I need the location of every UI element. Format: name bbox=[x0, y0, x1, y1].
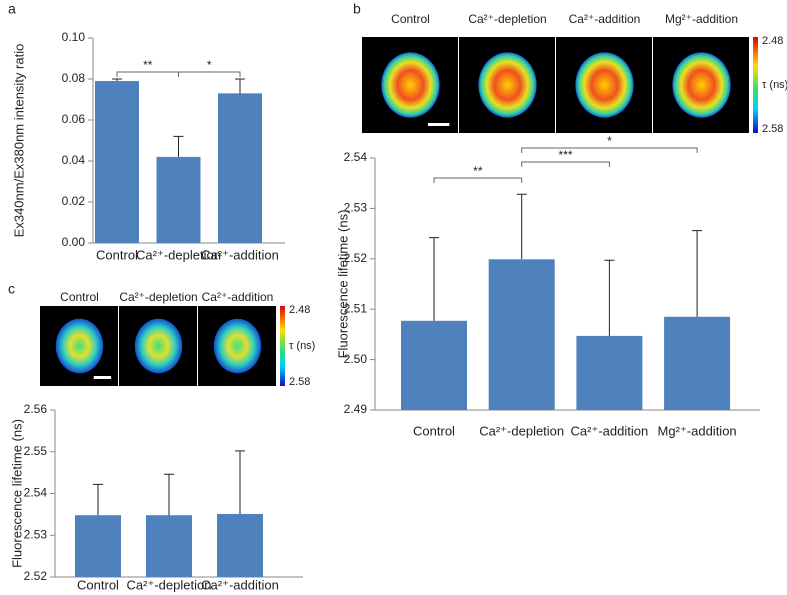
y-tick-label: 0.00 bbox=[62, 235, 86, 249]
cell bbox=[575, 52, 634, 118]
x-tick-label: Control bbox=[413, 423, 455, 438]
colorbar-label: 2.58 bbox=[762, 123, 783, 135]
image-label: Control bbox=[391, 12, 430, 26]
bar bbox=[146, 515, 192, 577]
y-tick-label: 0.02 bbox=[62, 194, 86, 208]
cell bbox=[672, 52, 731, 118]
cell bbox=[55, 318, 104, 374]
y-tick-label: 2.54 bbox=[24, 486, 48, 500]
significance-bracket bbox=[521, 147, 698, 153]
x-tick-label: Control bbox=[96, 247, 138, 262]
y-tick-label: 2.54 bbox=[344, 150, 368, 164]
significance-label: * bbox=[207, 58, 212, 72]
image-label: Ca²⁺-depletion bbox=[119, 290, 197, 304]
x-tick-label: Mg²⁺-addition bbox=[658, 423, 737, 438]
y-tick-label: 2.53 bbox=[24, 527, 48, 541]
cell bbox=[134, 318, 183, 374]
error-bar bbox=[235, 78, 245, 94]
image-label: Ca²⁺-addition bbox=[202, 290, 274, 304]
colorbar-label: 2.58 bbox=[289, 376, 310, 388]
panel-label: a bbox=[8, 1, 16, 17]
y-tick-label: 0.10 bbox=[62, 30, 86, 44]
y-tick-label: 0.08 bbox=[62, 71, 86, 85]
x-tick-label: Ca²⁺-addition bbox=[571, 423, 649, 438]
y-tick-label: 0.06 bbox=[62, 112, 86, 126]
error-bar bbox=[93, 483, 103, 516]
x-tick-label: Ca²⁺-addition bbox=[201, 577, 279, 592]
x-tick-label: Control bbox=[77, 577, 119, 592]
y-tick-label: 0.04 bbox=[62, 153, 86, 167]
colorbar-label: τ (ns) bbox=[762, 79, 787, 91]
image-label: Mg²⁺-addition bbox=[665, 12, 738, 26]
y-tick-label: 2.52 bbox=[24, 569, 48, 583]
error-bar bbox=[173, 135, 184, 157]
x-tick-label: Ca²⁺-addition bbox=[201, 247, 279, 262]
colorbar bbox=[753, 37, 758, 133]
scale-bar bbox=[427, 123, 450, 126]
significance-label: *** bbox=[559, 148, 573, 162]
bar bbox=[488, 259, 555, 410]
y-tick-label: 2.52 bbox=[344, 251, 368, 265]
bar bbox=[576, 335, 643, 410]
error-bar bbox=[516, 193, 527, 260]
bar bbox=[95, 81, 139, 243]
y-tick-label: 2.56 bbox=[24, 402, 48, 416]
y-axis-label: Ex340nm/Ex380nm intensity ratio bbox=[11, 44, 26, 238]
bar bbox=[664, 316, 731, 410]
panel-label: c bbox=[8, 281, 15, 297]
significance-bracket bbox=[521, 161, 610, 167]
y-tick-label: 2.49 bbox=[344, 402, 368, 416]
significance-label: * bbox=[607, 134, 612, 148]
y-tick-label: 2.55 bbox=[24, 444, 48, 458]
error-bar bbox=[692, 230, 703, 317]
significance-bracket bbox=[116, 71, 179, 77]
cell bbox=[478, 52, 537, 118]
significance-bracket bbox=[433, 177, 523, 183]
bar bbox=[217, 513, 263, 577]
cell bbox=[381, 52, 440, 118]
colorbar-label: 2.48 bbox=[289, 304, 310, 316]
error-bar bbox=[429, 237, 439, 321]
colorbar bbox=[280, 306, 285, 386]
significance-bracket bbox=[178, 71, 241, 77]
error-bar bbox=[112, 78, 122, 82]
x-tick-label: Ca²⁺-depletion bbox=[479, 423, 564, 438]
panel-label: b bbox=[353, 1, 361, 17]
y-tick-label: 2.50 bbox=[344, 352, 368, 366]
image-label: Control bbox=[60, 290, 99, 304]
x-tick-label: Ca²⁺-depletion bbox=[127, 577, 212, 592]
error-bar bbox=[164, 473, 174, 516]
cell bbox=[213, 318, 262, 374]
image-label: Ca²⁺-addition bbox=[569, 12, 641, 26]
colorbar-label: τ (ns) bbox=[289, 340, 315, 352]
image-label: Ca²⁺-depletion bbox=[468, 12, 546, 26]
y-tick-label: 2.53 bbox=[344, 201, 368, 215]
scale-bar bbox=[93, 376, 112, 379]
significance-label: ** bbox=[473, 164, 483, 178]
y-tick-label: 2.51 bbox=[344, 301, 368, 315]
y-axis-label: Fluorescence lifetime (ns) bbox=[335, 210, 350, 359]
x-tick-label: Ca²⁺-depletion bbox=[136, 247, 221, 262]
bar bbox=[218, 93, 262, 243]
y-axis-label: Fluorescence lifetime (ns) bbox=[9, 419, 24, 568]
significance-label: ** bbox=[143, 58, 153, 72]
bar bbox=[401, 320, 467, 410]
error-bar bbox=[235, 450, 245, 514]
bar bbox=[156, 156, 201, 243]
colorbar-label: 2.48 bbox=[762, 35, 783, 47]
error-bar bbox=[604, 259, 615, 336]
bar bbox=[75, 515, 121, 577]
